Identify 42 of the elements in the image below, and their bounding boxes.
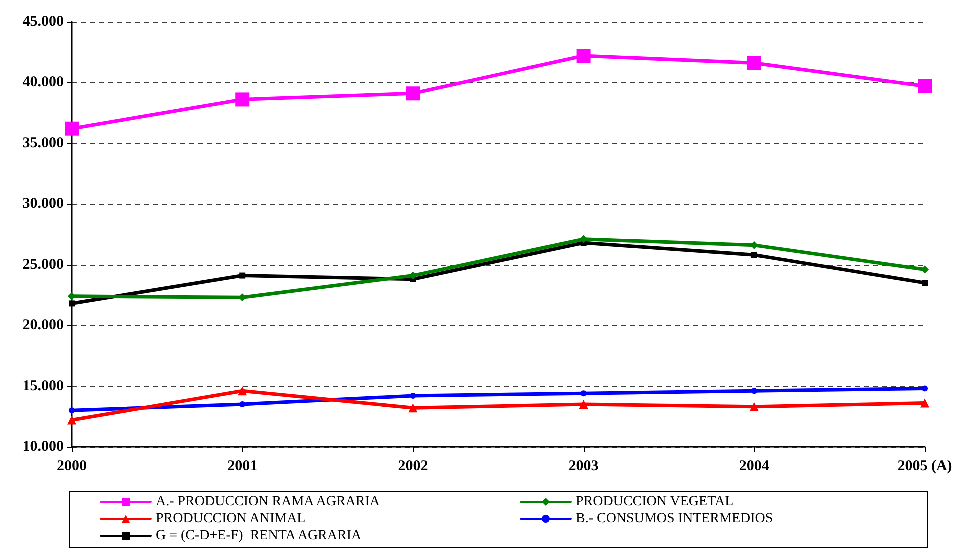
point [410,393,416,399]
point [408,404,418,413]
legend-label: A.- PRODUCCION RAMA AGRARIA [156,494,381,510]
y-tick-label: 35.000 [22,135,64,152]
point [69,300,75,307]
x-tick-label: 2002 [398,458,428,474]
y-tick-label: 15.000 [22,378,64,394]
point [921,266,929,274]
point [236,92,250,107]
point [750,402,759,412]
y-tick-label: 10.000 [22,439,64,455]
point [238,386,248,396]
x-tick-label: 2003 [568,458,599,474]
point [240,272,246,279]
y-tick-label: 45.000 [22,14,64,30]
point [68,416,76,425]
point [751,388,758,394]
point [576,49,591,63]
y-tick-label: 25.000 [22,256,64,273]
y-tick-label: 20.000 [22,318,64,334]
point [65,122,79,136]
point [747,56,762,70]
legend-label: PRODUCCION VEGETAL [576,494,734,510]
point [918,79,932,94]
point [579,400,588,409]
y-tick-label: 40.000 [22,74,64,91]
point [751,252,758,258]
legend-label: PRODUCCION ANIMAL [156,512,306,526]
point [240,402,246,408]
x-tick-label: 2005 (A) [898,458,952,474]
x-tick-label: 2001 [228,458,258,474]
point [922,280,928,286]
legend-label: B.- CONSUMOS INTERMEDIOS [576,512,774,526]
x-tick-label: 2004 [739,458,770,474]
point [922,386,928,392]
point [69,408,75,414]
point [920,398,930,408]
x-tick-label: 2000 [57,458,87,474]
point [406,86,420,101]
y-tick-label: 30.000 [22,196,64,212]
point [580,390,587,397]
legend-label: G = (C-D+E-F) RENTA AGRARIA [156,528,362,544]
